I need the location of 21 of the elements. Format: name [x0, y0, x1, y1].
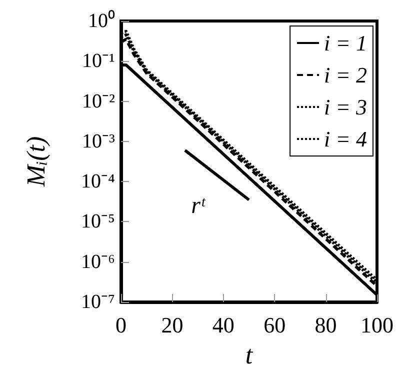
y-tick-label: 10⁻⁵	[81, 210, 115, 233]
x-tick-label: 0	[116, 312, 126, 338]
x-tick-label: 40	[212, 312, 234, 338]
y-tick-label: 10⁻²	[82, 90, 115, 112]
y-tick-label: 10⁰	[88, 9, 115, 32]
y-tick-label: 10⁻¹	[82, 50, 115, 72]
legend-label: i = 2	[324, 62, 368, 88]
x-axis-title: t	[245, 340, 254, 370]
y-tick-label: 10⁻⁷	[81, 291, 116, 313]
x-tick-label: 100	[360, 312, 394, 338]
legend-label: i = 3	[324, 94, 368, 120]
y-tick-label: 10⁻⁴	[81, 170, 116, 193]
annotation: rᵗ	[191, 193, 206, 220]
x-tick-label: 60	[264, 312, 286, 338]
y-axis-title: Mᵢ(t)	[22, 136, 50, 188]
legend-label: i = 1	[324, 30, 368, 56]
x-tick-label: 80	[314, 312, 337, 338]
y-tick-label: 10⁻⁶	[81, 250, 116, 273]
y-tick-label: 10⁻³	[82, 130, 115, 152]
x-tick-label: 20	[161, 312, 184, 338]
legend-label: i = 4	[324, 126, 368, 152]
